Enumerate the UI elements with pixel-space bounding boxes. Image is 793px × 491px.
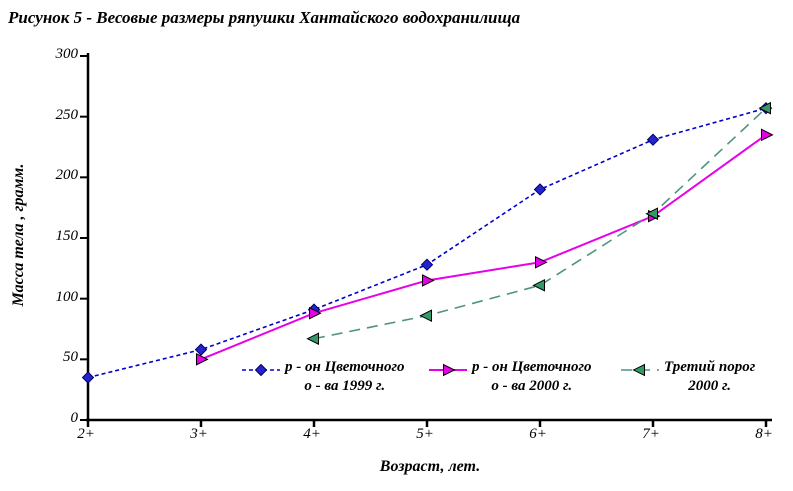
y-tick-label: 50 (63, 349, 78, 366)
diamond-marker-icon (420, 258, 434, 271)
diamond-marker-icon (646, 133, 660, 146)
chart-title: Рисунок 5 - Весовые размеры ряпушки Хант… (8, 8, 521, 27)
diamond-marker-icon (81, 371, 95, 384)
y-tick-label: 0 (70, 410, 79, 426)
legend-entry-series-2000-cvetochny: р - он Цветочного о - ва 2000 г. (428, 358, 592, 396)
y-tick-label: 150 (55, 228, 79, 244)
legend-label-line1: Третий порог (664, 359, 756, 375)
legend-label: Третий порог 2000 г. (664, 358, 755, 396)
series-line (313, 107, 767, 340)
legend-entry-series-1999: р - он Цветочного о - ва 1999 г. (241, 358, 405, 396)
legend-label-line2: 2000 г. (688, 378, 732, 395)
legend-label: р - он Цветочного о - ва 2000 г. (472, 358, 592, 396)
triangle-right-marker-icon (422, 274, 435, 287)
x-tick-label: 3+ (190, 426, 208, 442)
legend-label-line1: р - он Цветочного (285, 359, 405, 375)
y-tick-label: 300 (55, 46, 79, 62)
diamond-marker-icon (194, 343, 208, 356)
x-tick-label: 4+ (303, 426, 321, 442)
triangle-left-marker-icon (532, 279, 545, 292)
legend-label-line1: р - он Цветочного (472, 359, 592, 375)
triangle-left-marker-icon (306, 332, 319, 346)
y-tick-label: 200 (55, 167, 79, 184)
x-tick-label: 2+ (77, 426, 95, 442)
legend-label: р - он Цветочного о - ва 1999 г. (285, 358, 405, 396)
legend-label-line2: о - ва 2000 г. (491, 378, 573, 395)
triangle-right-marker-icon (443, 363, 456, 377)
triangle-left-marker-icon (632, 363, 645, 377)
diamond-marker-icon (254, 363, 268, 377)
legend-entry-series-2000-tretiy-porog: Третий порог 2000 г. (620, 358, 755, 396)
series-line (87, 107, 767, 379)
y-tick-label: 250 (55, 106, 79, 123)
triangle-left-marker-icon (419, 309, 432, 322)
diamond-marker-icon (533, 183, 547, 196)
triangle-right-marker-icon (535, 255, 548, 269)
triangle-right-marker-icon (196, 353, 209, 366)
triangle-left-marker-icon (645, 207, 658, 221)
x-tick-label: 8+ (755, 426, 773, 442)
x-tick-label: 5+ (416, 426, 434, 442)
y-tick-label: 100 (55, 288, 79, 305)
x-tick-label: 7+ (642, 426, 660, 442)
legend-label-line2: о - ва 1999 г. (304, 378, 386, 395)
x-tick-label: 6+ (529, 426, 547, 442)
legend-marker-diamond-icon (242, 363, 280, 377)
triangle-left-marker-icon (758, 101, 771, 115)
triangle-right-marker-icon (761, 128, 774, 142)
x-axis-title: Возраст, лет. (379, 458, 481, 475)
triangle-right-marker-icon (309, 306, 322, 320)
legend-marker-triangle-left-icon (621, 363, 659, 377)
series-line (200, 134, 767, 361)
legend-marker-triangle-right-icon (429, 363, 467, 377)
